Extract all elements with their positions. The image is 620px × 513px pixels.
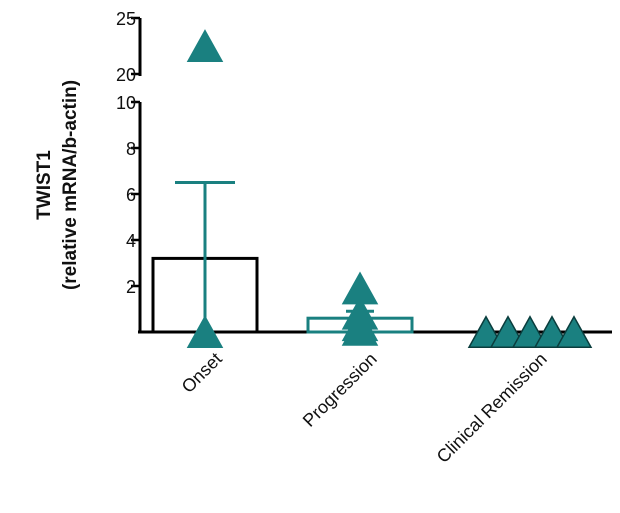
- y-lower-tick-label-4: 10: [116, 93, 136, 113]
- y-lower-tick-label-3: 8: [126, 139, 136, 159]
- x-tick-label-progression: Progression: [299, 349, 381, 431]
- point-clinical-remission-4: [555, 315, 593, 349]
- point-progression-3: [341, 312, 379, 346]
- y-axis-title-line2: (relative mRNA/b-actin): [60, 80, 81, 290]
- y-axis-title: TWIST1 (relative mRNA/b-actin): [34, 80, 81, 290]
- x-tick-label-clinical-remission: Clinical Remission: [433, 349, 551, 467]
- y-lower-tick-label-2: 6: [126, 185, 136, 205]
- y-upper-tick-label-1: 25: [116, 9, 136, 29]
- x-tick-label-onset: Onset: [178, 349, 226, 397]
- point-onset-0: [186, 29, 224, 63]
- y-lower-tick-label-1: 4: [126, 231, 136, 251]
- error-bars: [175, 181, 374, 332]
- point-onset-1: [186, 315, 224, 349]
- x-axis-labels: Onset Progression Clinical Remission: [178, 349, 551, 467]
- y-upper-tick-label-0: 20: [116, 65, 136, 85]
- y-lower-tick-label-0: 2: [126, 277, 136, 297]
- y-axis-title-line1: TWIST1: [34, 150, 55, 220]
- data-points: [186, 29, 593, 349]
